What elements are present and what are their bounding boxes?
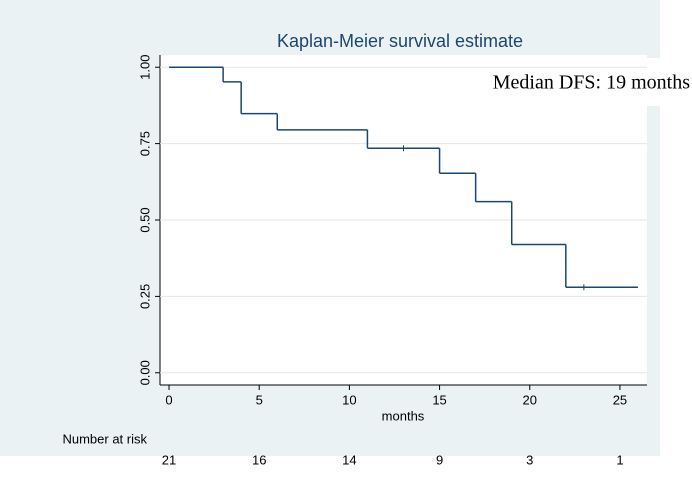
x-axis-title: months — [382, 408, 425, 423]
risk-count: 9 — [436, 452, 443, 467]
x-tick-label: 20 — [523, 392, 537, 407]
x-tick-label: 10 — [342, 392, 356, 407]
risk-table-label: Number at risk — [62, 431, 147, 446]
y-tick-label: 0.50 — [137, 207, 152, 232]
x-tick-label: 25 — [613, 392, 627, 407]
risk-count: 16 — [252, 452, 266, 467]
risk-count: 14 — [342, 452, 356, 467]
y-tick-label: 1.00 — [137, 55, 152, 80]
annotation-box — [425, 58, 692, 106]
annotation: Median DFS: 19 months — [493, 72, 690, 94]
y-tick-label: 0.75 — [137, 131, 152, 156]
x-tick-label: 0 — [165, 392, 172, 407]
x-tick-label: 5 — [256, 392, 263, 407]
chart-title: Kaplan-Meier survival estimate — [277, 31, 523, 51]
x-tick-label: 15 — [432, 392, 446, 407]
risk-count: 21 — [162, 452, 176, 467]
risk-count: 1 — [616, 452, 623, 467]
risk-count: 3 — [526, 452, 533, 467]
y-tick-label: 0.00 — [137, 360, 152, 385]
y-tick-label: 0.25 — [137, 284, 152, 309]
